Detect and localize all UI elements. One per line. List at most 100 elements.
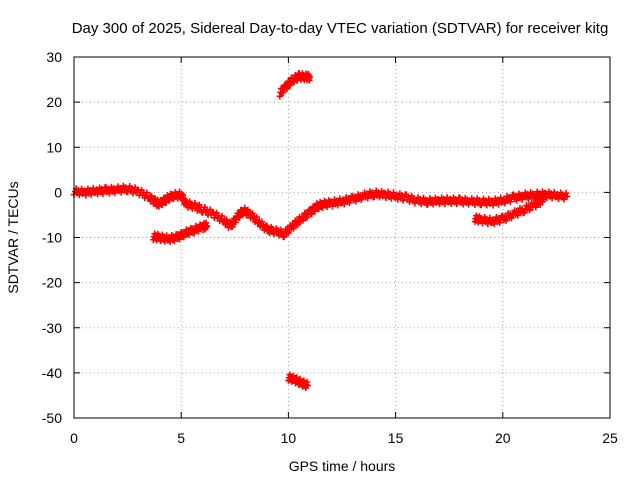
chart-title: Day 300 of 2025, Sidereal Day-to-day VTE… (72, 20, 609, 37)
data-point (495, 201, 502, 208)
data-point (471, 201, 479, 208)
data-point (87, 191, 95, 198)
data-point (453, 200, 460, 208)
data-point (436, 200, 443, 208)
y-axis-label: SDTVAR / TECUs (5, 181, 21, 293)
y-tick-label: -20 (42, 275, 62, 291)
data-point (370, 193, 378, 201)
data-point (218, 212, 226, 220)
data-point (280, 233, 288, 241)
data-point (491, 220, 498, 228)
data-point (562, 189, 570, 197)
data-point (180, 233, 187, 241)
data-point (433, 199, 440, 206)
data-point (540, 196, 547, 203)
data-point (555, 195, 562, 203)
data-point (94, 190, 101, 198)
data-point (294, 221, 302, 228)
data-point (117, 189, 125, 196)
x-axis-label: GPS time / hours (289, 458, 396, 474)
data-point (518, 196, 526, 203)
y-tick-label: 20 (46, 94, 62, 110)
data-point (563, 193, 571, 200)
tick-labels: 0 5 10 15 20 25 -50 -40 -30 -20 -10 0 10 20 30 (42, 49, 618, 446)
data-point (483, 202, 490, 209)
data-point (424, 201, 431, 208)
data-point (99, 190, 107, 198)
series-evening-branch (471, 194, 547, 228)
data-point (507, 198, 514, 205)
data-point (299, 217, 307, 224)
data-point (496, 219, 503, 227)
y-tick-label: 0 (54, 184, 62, 200)
data-point (418, 200, 425, 208)
x-tick-label: 0 (70, 430, 78, 446)
data-point (514, 212, 522, 219)
y-tick-label: -10 (42, 230, 62, 246)
data-point (171, 237, 178, 245)
data-point (290, 225, 297, 232)
data-point (82, 192, 89, 199)
data-point (501, 199, 509, 207)
data-point (111, 189, 118, 197)
data-point (304, 214, 311, 221)
y-tick-label: -50 (42, 410, 62, 426)
data-point (364, 195, 371, 202)
y-tick-label: 30 (46, 49, 62, 65)
data-point (304, 382, 311, 389)
data-point (285, 230, 292, 237)
data-point (489, 202, 497, 209)
grid-lines (74, 57, 610, 418)
data-point (525, 195, 532, 202)
data-point (560, 196, 568, 203)
data-point (347, 196, 354, 203)
data-point (336, 195, 344, 202)
data-point (429, 201, 437, 208)
data-point (76, 191, 83, 199)
data-point (203, 222, 211, 229)
data-point (90, 184, 97, 192)
series-upper-excursion (276, 70, 314, 100)
data-point (448, 200, 455, 207)
data-point (122, 184, 129, 191)
series-lower-arc-morning (150, 219, 211, 245)
data-point (486, 214, 494, 222)
data-point (508, 195, 515, 202)
x-tick-label: 10 (281, 430, 297, 446)
data-point (478, 201, 485, 209)
data-point (521, 209, 528, 216)
y-tick-label: 10 (46, 139, 62, 155)
data-point (459, 201, 467, 208)
data-markers (70, 70, 571, 392)
data-point (443, 194, 451, 201)
data-point (484, 220, 491, 228)
data-point (346, 199, 353, 207)
data-point (143, 189, 151, 196)
data-point (352, 198, 360, 205)
series-main-track (70, 182, 571, 241)
data-point (358, 196, 365, 203)
series-lower-excursion (285, 371, 311, 392)
data-point (253, 213, 260, 221)
x-tick-label: 15 (388, 430, 404, 446)
data-point (368, 189, 376, 196)
data-point (548, 195, 556, 202)
data-point (422, 196, 429, 203)
data-point (376, 194, 383, 201)
data-point (551, 188, 558, 196)
data-point (334, 202, 341, 209)
y-tick-label: -30 (42, 320, 62, 336)
data-point (390, 189, 397, 196)
x-tick-label: 5 (177, 430, 185, 446)
data-point (106, 190, 113, 197)
data-point (479, 219, 486, 227)
data-point (497, 194, 504, 201)
plot-frame (73, 56, 611, 419)
data-point (529, 190, 537, 197)
data-point (306, 74, 314, 81)
data-point (441, 200, 449, 208)
data-point (340, 200, 348, 208)
data-point (100, 187, 108, 194)
data-point (513, 197, 520, 204)
data-point (388, 195, 395, 202)
